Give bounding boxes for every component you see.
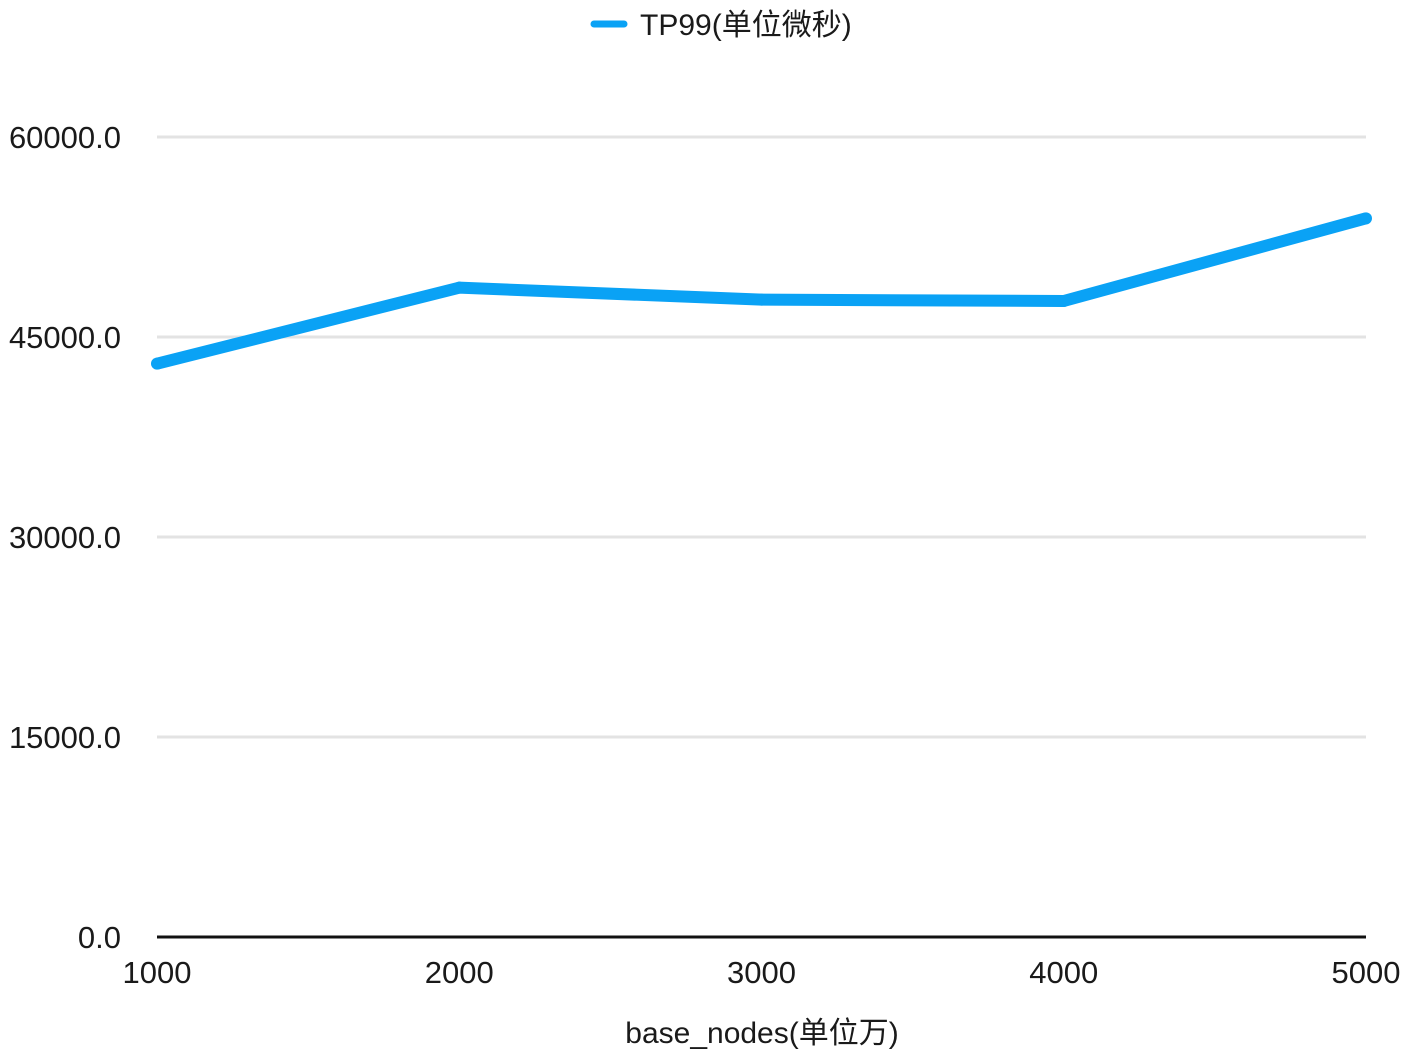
- y-tick-label: 0.0: [78, 920, 121, 955]
- x-tick-label: 4000: [1029, 955, 1098, 990]
- legend: TP99(单位微秒): [594, 9, 852, 42]
- data-point: [151, 358, 163, 370]
- data-point: [756, 294, 768, 306]
- y-tick-label: 60000.0: [9, 120, 121, 155]
- y-tick-label: 30000.0: [9, 520, 121, 555]
- data-point: [1058, 295, 1070, 307]
- y-tick-label: 45000.0: [9, 320, 121, 355]
- data-point: [453, 282, 465, 294]
- x-tick-label: 3000: [727, 955, 796, 990]
- x-axis-tick-labels: 1000 2000 3000 4000 5000: [123, 955, 1401, 990]
- gridlines: [157, 137, 1366, 737]
- series-line-tp99: [157, 218, 1366, 363]
- legend-label-tp99: TP99(单位微秒): [640, 9, 852, 42]
- series-layer: [151, 212, 1372, 369]
- y-axis-tick-labels: 0.0 15000.0 30000.0 45000.0 60000.0: [9, 120, 121, 955]
- y-tick-label: 15000.0: [9, 720, 121, 755]
- x-tick-label: 5000: [1332, 955, 1401, 990]
- data-point: [1360, 212, 1372, 224]
- x-tick-label: 2000: [425, 955, 494, 990]
- x-tick-label: 1000: [123, 955, 192, 990]
- x-axis-title: base_nodes(单位万): [625, 1017, 898, 1050]
